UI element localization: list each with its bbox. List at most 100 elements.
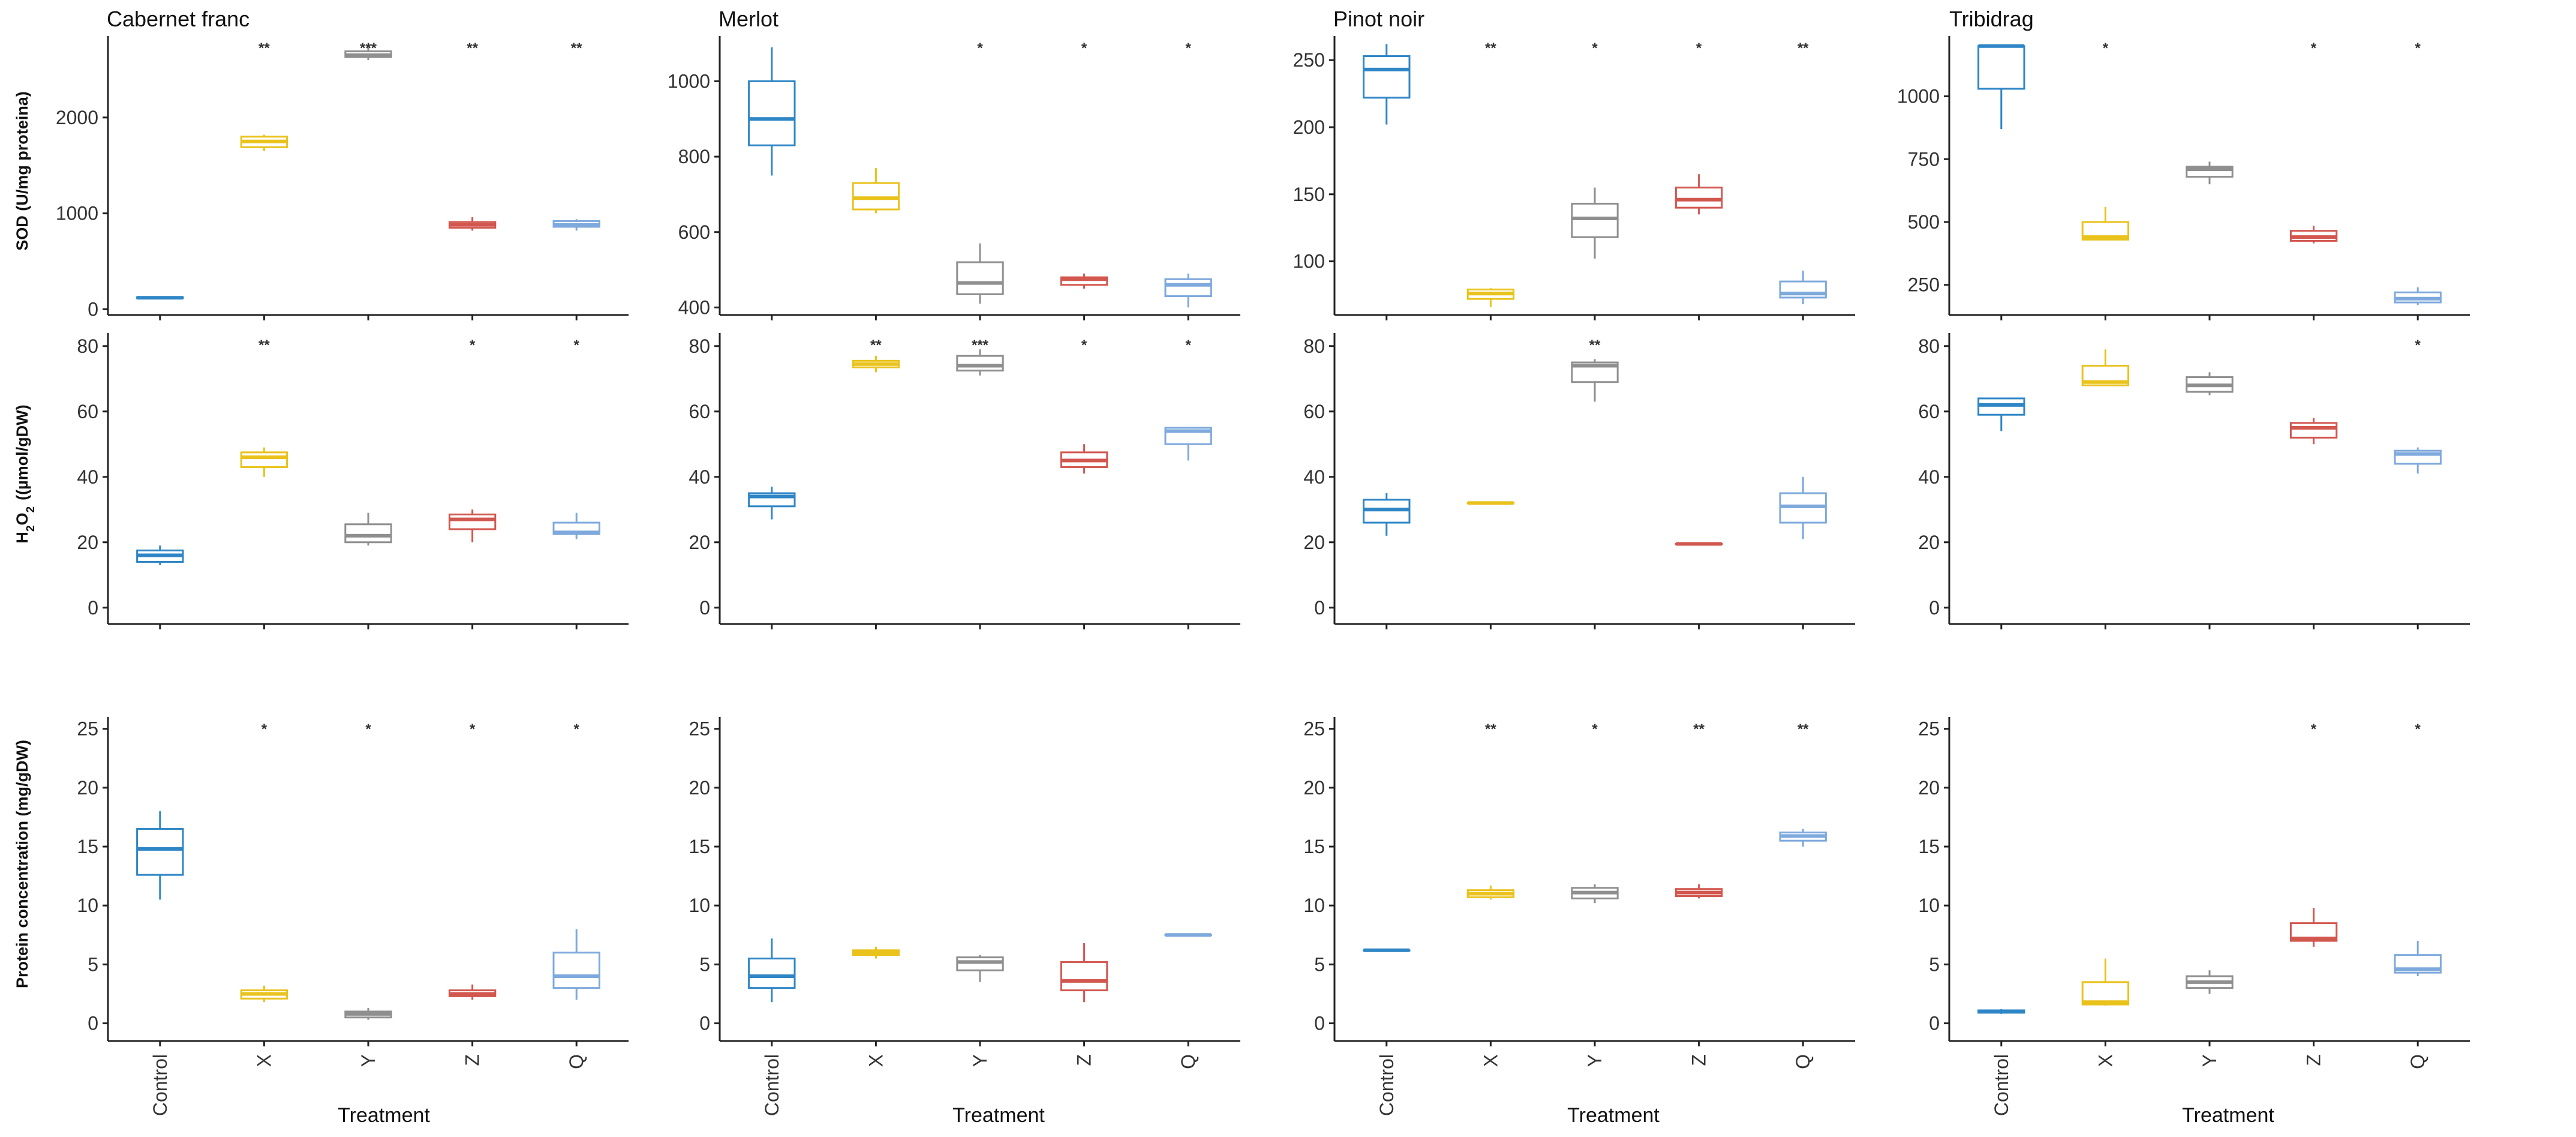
box-q [1164,273,1212,308]
box-q [552,929,600,1000]
significance-y: * [365,721,371,737]
box-x [852,167,900,214]
significance-q: * [1186,337,1192,353]
box-x [240,985,288,1003]
y-tick-label: 60 [1918,401,1940,422]
box-iqr [448,513,497,530]
y-tick-label: 25 [1918,718,1940,740]
x-axis-title-merlot: Treatment [952,1104,1045,1127]
x-tick-label-y: Y [1584,1054,1606,1067]
y-tick-label: 0 [88,298,98,320]
y-tick-label: 1000 [668,70,710,92]
significance-z: * [470,721,476,737]
y-tick-label: 15 [77,836,98,857]
significance-q: * [2415,40,2421,56]
significance-z: * [1081,337,1087,353]
y-tick-label: 20 [689,777,710,799]
significance-z: * [470,337,476,353]
y-axis-title-h2o2-units: ((µmol/gDW) [13,404,31,500]
y-tick-label: 20 [1303,777,1325,799]
y-tick-label: 250 [1293,49,1325,71]
y-tick-label: 20 [77,777,98,799]
panel-sod-tribidrag: 250 500 750 1000 * * * [1897,36,2470,320]
significance-x: * [261,721,267,737]
y-tick-label: 25 [1303,718,1325,740]
y-tick-label: 40 [1918,466,1940,488]
box-x [240,134,288,151]
box-y [344,1008,392,1020]
x-tick-label-q: Q [1177,1054,1199,1069]
panel-protein-cabernet-franc: 0 5 10 15 20 25 Control X Y Z Q * * * * [77,717,629,1116]
x-tick-label-control: Control [1991,1054,2012,1116]
box-control [1977,1009,2025,1014]
x-tick-label-z: Z [462,1054,483,1066]
significance-x: ** [1485,40,1496,56]
box-y [2186,161,2234,185]
significance-y: *** [972,337,989,353]
y-tick-label: 1000 [1897,86,1940,107]
y-tick-label: 600 [678,221,710,243]
box-q [2394,287,2442,305]
box-iqr [1363,55,1411,99]
significance-q: * [2415,337,2421,353]
y-tick-label: 20 [77,532,98,553]
y-tick-label: 20 [1918,532,1940,553]
box-x [1466,885,1515,900]
y-tick-label: 40 [1303,466,1325,488]
y-axis-title-protein: Protein concentration (mg/gDW) [13,740,31,988]
box-q [2394,447,2442,474]
y-tick-label: 1000 [56,203,98,224]
y-axis-title-sod: SOD (U/mg proteina) [13,91,31,251]
box-iqr [1977,45,2025,90]
box-y [956,349,1004,376]
y-tick-label: 100 [1293,251,1325,272]
x-tick-label-q: Q [566,1054,587,1069]
panel-sod-merlot: 400 600 800 1000 * * * [668,36,1240,320]
panel-title-tribidrag: Tribidrag [1949,7,2034,31]
panel-title-pinot-noir: Pinot noir [1333,7,1424,31]
significance-q: * [574,721,580,737]
y-tick-label: 40 [689,466,710,488]
x-tick-label-q: Q [2407,1054,2428,1069]
y-tick-label: 0 [1929,597,1940,619]
y-tick-label: 20 [1918,777,1940,799]
box-y [344,512,392,546]
x-tick-label-x: X [253,1054,275,1067]
significance-z: * [2311,721,2317,737]
y-tick-label: 5 [1314,953,1325,975]
panel-protein-tribidrag: 0 5 10 15 20 25 Control X Y Z Q * * [1918,717,2470,1116]
x-tick-label-x: X [2094,1054,2116,1067]
box-y [1571,884,1619,904]
box-iqr [1164,278,1212,298]
box-q [1779,476,1827,539]
y-tick-label: 15 [1918,836,1940,857]
x-axis-title-pinot-noir: Treatment [1567,1104,1660,1127]
box-y [2186,970,2234,994]
y-tick-label: 200 [1293,116,1325,138]
y-tick-label: 10 [77,895,98,916]
box-q [552,219,600,231]
significance-q: ** [1798,721,1809,737]
box-z [1060,444,1108,474]
box-control [748,487,796,520]
box-control [748,47,796,176]
box-q [552,512,600,539]
y-tick-label: 60 [77,401,98,422]
y-tick-label: 0 [1929,1013,1940,1034]
box-q [1779,271,1827,305]
x-tick-label-y: Y [969,1054,991,1067]
significance-q: * [1186,40,1192,56]
y-tick-label: 40 [77,466,98,488]
y-tick-label: 60 [1303,401,1325,422]
box-y [344,44,392,60]
box-z [2289,418,2338,445]
box-iqr [1060,961,1108,992]
x-tick-label-control: Control [761,1054,783,1116]
y-tick-label: 750 [1908,148,1940,170]
box-control [748,938,796,1003]
significance-x: ** [1485,721,1496,737]
significance-x: ** [258,337,270,353]
